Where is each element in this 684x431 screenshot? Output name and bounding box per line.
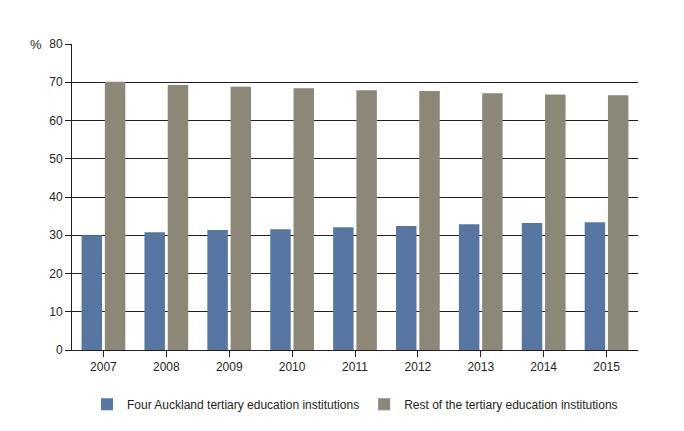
svg-text:2009: 2009 [216, 360, 243, 374]
svg-text:%: % [30, 37, 42, 52]
svg-text:2007: 2007 [90, 360, 117, 374]
svg-text:2011: 2011 [342, 360, 368, 374]
svg-text:20: 20 [49, 267, 63, 281]
svg-text:60: 60 [49, 114, 63, 128]
svg-text:40: 40 [49, 190, 63, 204]
svg-text:2015: 2015 [593, 360, 620, 374]
svg-text:70: 70 [49, 75, 63, 89]
svg-text:Four Auckland tertiary educati: Four Auckland tertiary education institu… [127, 398, 359, 412]
svg-text:30: 30 [49, 228, 63, 242]
svg-text:2012: 2012 [405, 360, 432, 374]
svg-text:2013: 2013 [467, 360, 494, 374]
svg-text:0: 0 [56, 343, 63, 357]
svg-text:50: 50 [49, 152, 63, 166]
svg-text:10: 10 [49, 305, 63, 319]
svg-text:80: 80 [49, 37, 63, 51]
svg-text:2014: 2014 [530, 360, 557, 374]
svg-text:2010: 2010 [279, 360, 306, 374]
svg-text:Rest of the tertiary education: Rest of the tertiary education instituti… [404, 398, 617, 412]
svg-text:2008: 2008 [153, 360, 180, 374]
